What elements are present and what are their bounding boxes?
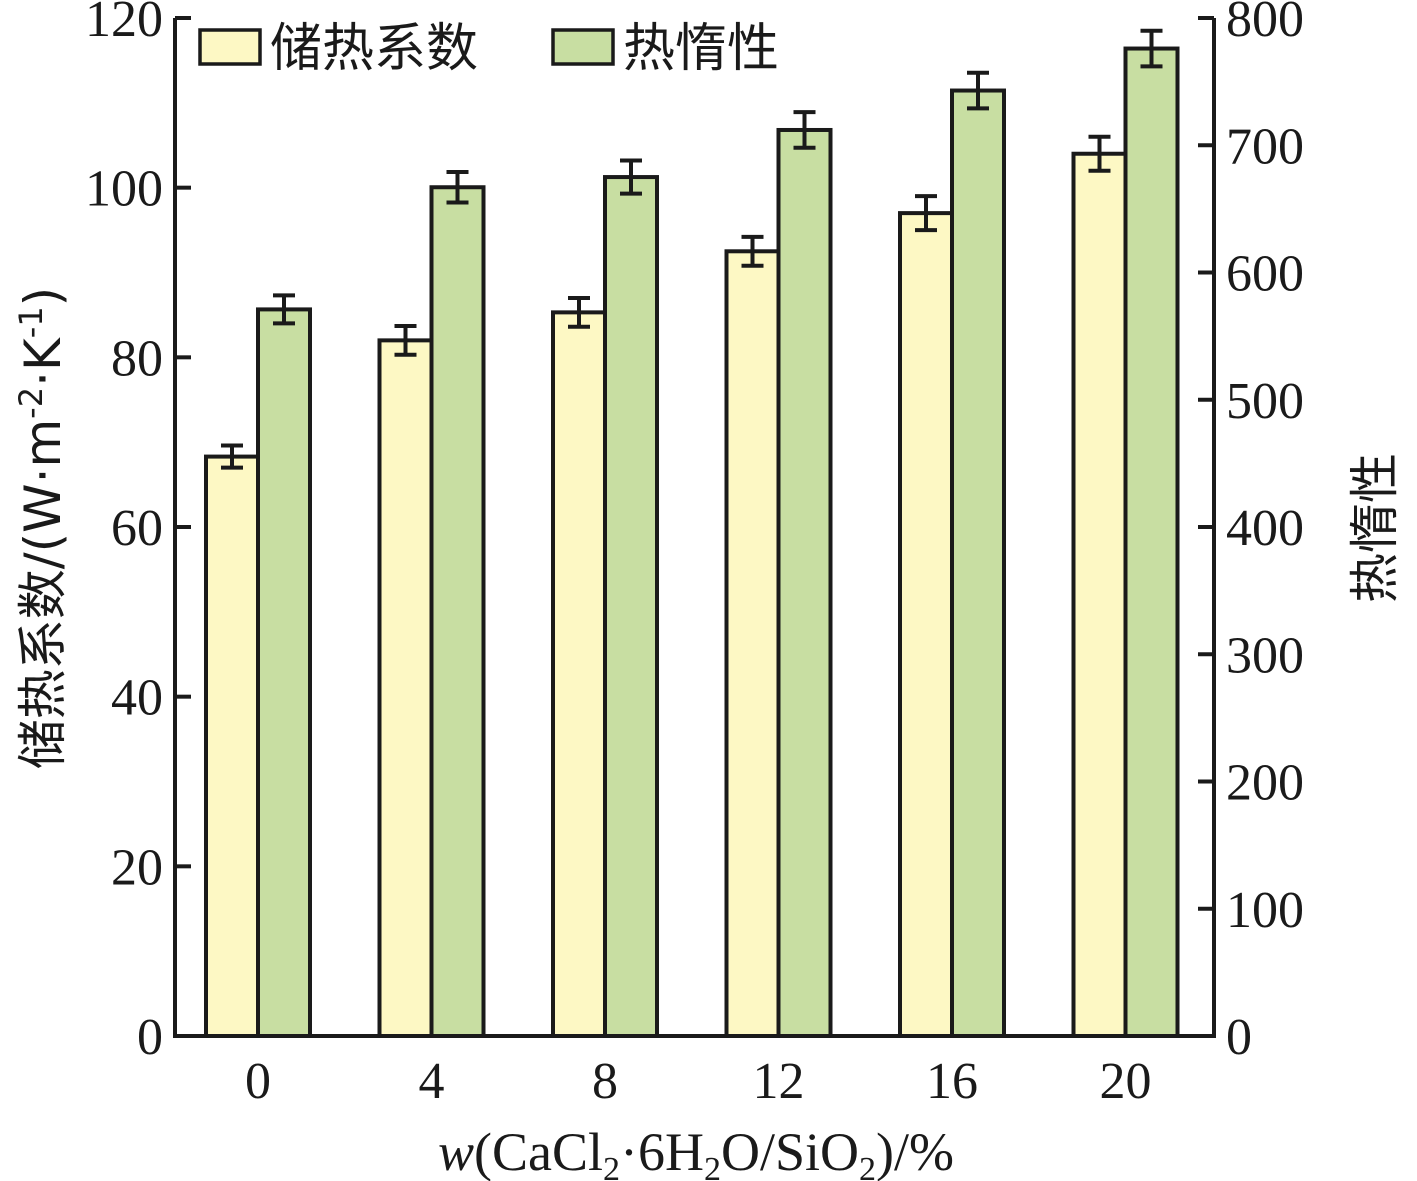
y-left-tick-label: 20 <box>111 839 163 896</box>
left-axis-ticks: 0 20 40 60 80 100 120 <box>85 0 191 1066</box>
error-bar-storage-coefficient-4 <box>394 323 417 357</box>
x-title-b: ·6H <box>620 1122 704 1181</box>
x-title-italic: w <box>438 1122 474 1181</box>
legend: 储热系数 热惰性 <box>198 19 779 79</box>
y-right-tick-label: 700 <box>1226 118 1304 175</box>
x-title-sub2: 2 <box>704 1151 721 1181</box>
x-title-c: O/SiO <box>721 1122 859 1181</box>
error-bar-thermal-inertia-0 <box>273 293 295 326</box>
bar-storage-coefficient-16 <box>898 211 954 1039</box>
y-right-tick-label: 600 <box>1226 246 1304 303</box>
x-title-d: )/% <box>876 1122 954 1181</box>
bar-storage-coefficient-12 <box>724 249 781 1038</box>
y-left-tick-label: 120 <box>85 0 163 48</box>
error-bar-storage-coefficient-16 <box>915 194 937 233</box>
error-bar-thermal-inertia-4 <box>446 169 469 205</box>
error-bar-storage-coefficient-12 <box>741 234 764 268</box>
error-bar-storage-coefficient-0 <box>221 443 243 470</box>
bar-thermal-inertia-16 <box>950 88 1006 1039</box>
bar-storage-coefficient-20 <box>1071 151 1128 1038</box>
legend-label-thermal-inertia: 热惰性 <box>623 19 779 79</box>
y-left-tick-label: 40 <box>111 670 163 727</box>
y-right-tick-label: 300 <box>1226 627 1304 684</box>
bar-storage-coefficient-4 <box>377 338 434 1039</box>
y-left-tick-label: 0 <box>137 1009 163 1066</box>
y-right-tick-label: 800 <box>1226 0 1304 48</box>
x-title-sub1: 2 <box>603 1151 620 1181</box>
legend-swatch-thermal-inertia <box>551 28 615 66</box>
x-tick-label: 20 <box>1100 1053 1152 1110</box>
y-left-title-end: ) <box>14 287 72 307</box>
error-bar-thermal-inertia-16 <box>967 70 989 111</box>
bar-thermal-inertia-4 <box>429 185 486 1038</box>
y-left-title-mid: ·K <box>14 337 72 387</box>
y-right-tick-label: 200 <box>1226 755 1304 812</box>
bar-thermal-inertia-0 <box>256 307 312 1038</box>
y-left-tick-label: 100 <box>85 161 163 218</box>
y-right-tick-label: 400 <box>1226 500 1304 557</box>
error-bar-thermal-inertia-8 <box>620 158 642 196</box>
legend-label-storage-coefficient: 储热系数 <box>270 19 478 79</box>
x-tick-label: 0 <box>245 1053 271 1110</box>
x-tick-label: 12 <box>753 1053 805 1110</box>
y-left-title-sup2: -1 <box>12 306 50 338</box>
y-right-tick-label: 0 <box>1226 1009 1252 1066</box>
bars-layer <box>204 46 1180 1039</box>
error-bar-storage-coefficient-20 <box>1088 134 1111 173</box>
bar-storage-coefficient-8 <box>551 310 607 1039</box>
y-left-tick-label: 80 <box>111 330 163 387</box>
y-left-tick-label: 60 <box>111 500 163 557</box>
error-bar-thermal-inertia-20 <box>1140 28 1163 69</box>
bar-thermal-inertia-8 <box>603 175 659 1038</box>
error-bar-thermal-inertia-12 <box>793 110 816 150</box>
error-bar-storage-coefficient-8 <box>568 295 590 329</box>
right-axis-ticks: 0 100 200 300 400 500 600 700 800 <box>1198 0 1304 1066</box>
y-left-title-sup1: -2 <box>12 387 50 419</box>
x-title-a: (CaCl <box>474 1122 603 1181</box>
x-title-sub3: 2 <box>859 1151 876 1181</box>
y-left-axis-title: 储热系数/(W·m-2·K-1) <box>12 287 72 769</box>
error-bars-layer <box>221 28 1163 470</box>
x-axis-ticks: 0 4 8 12 16 20 <box>245 1053 1152 1110</box>
x-tick-label: 4 <box>419 1053 445 1110</box>
x-axis-title: w(CaCl2·6H2O/SiO2)/% <box>438 1122 954 1181</box>
y-right-tick-label: 500 <box>1226 373 1304 430</box>
bar-storage-coefficient-0 <box>204 454 260 1039</box>
y-right-tick-label: 100 <box>1226 882 1304 939</box>
y-left-title-main: 储热系数/(W·m <box>14 419 72 769</box>
y-right-axis-title: 热惰性 <box>1346 453 1404 603</box>
x-tick-label: 8 <box>592 1053 618 1110</box>
legend-swatch-storage-coefficient <box>198 28 262 66</box>
bar-thermal-inertia-20 <box>1123 46 1180 1039</box>
bar-thermal-inertia-12 <box>776 127 833 1039</box>
x-tick-label: 16 <box>926 1053 978 1110</box>
